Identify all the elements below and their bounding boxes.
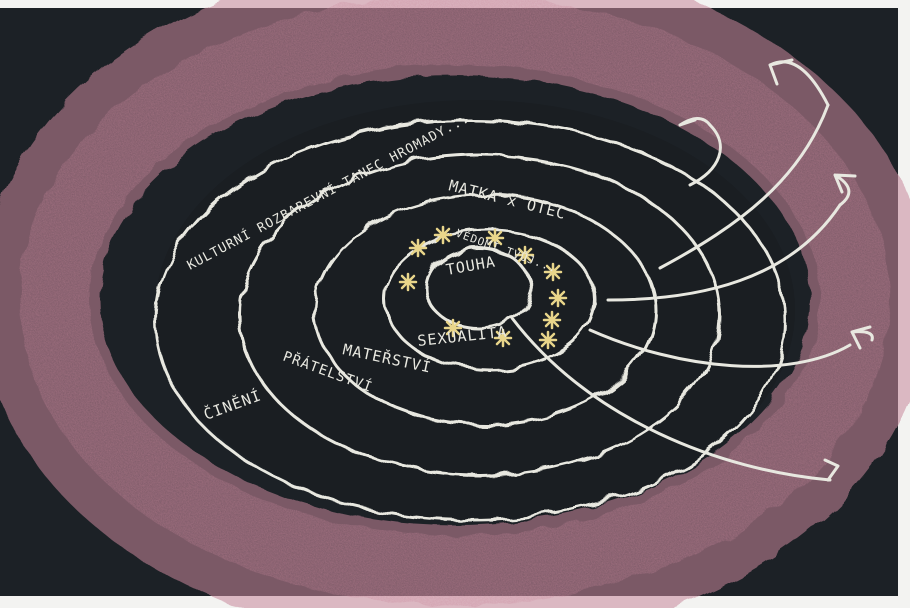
star xyxy=(543,262,563,282)
inner-dark-region xyxy=(155,100,795,520)
star xyxy=(485,228,505,248)
concentric-rings xyxy=(153,118,787,522)
radiating-lines xyxy=(510,103,852,482)
ring-outer xyxy=(153,118,787,522)
star xyxy=(493,328,513,348)
star xyxy=(548,288,568,308)
radiating-line-5 xyxy=(688,123,722,187)
star xyxy=(433,225,453,245)
radiating-line-1 xyxy=(658,103,830,270)
arrowhead-small xyxy=(678,117,712,127)
star xyxy=(542,310,562,330)
star xyxy=(538,330,558,350)
ring-first xyxy=(383,228,597,372)
arrowhead-bottom xyxy=(823,458,840,482)
star xyxy=(515,245,535,265)
arrowheads xyxy=(678,58,874,482)
radiating-line-2 xyxy=(606,203,842,302)
arrowhead-right xyxy=(850,325,874,350)
arrowhead-top xyxy=(768,58,830,107)
ring-second xyxy=(313,193,657,427)
star xyxy=(443,318,463,338)
radiating-line-3 xyxy=(588,328,852,368)
radiating-line-4 xyxy=(510,316,832,482)
ring-center xyxy=(424,246,532,330)
yellow-stars xyxy=(398,225,568,350)
star xyxy=(408,238,428,258)
star xyxy=(398,272,418,292)
ring-third xyxy=(238,153,722,477)
arrowhead-upper-right xyxy=(833,173,857,207)
